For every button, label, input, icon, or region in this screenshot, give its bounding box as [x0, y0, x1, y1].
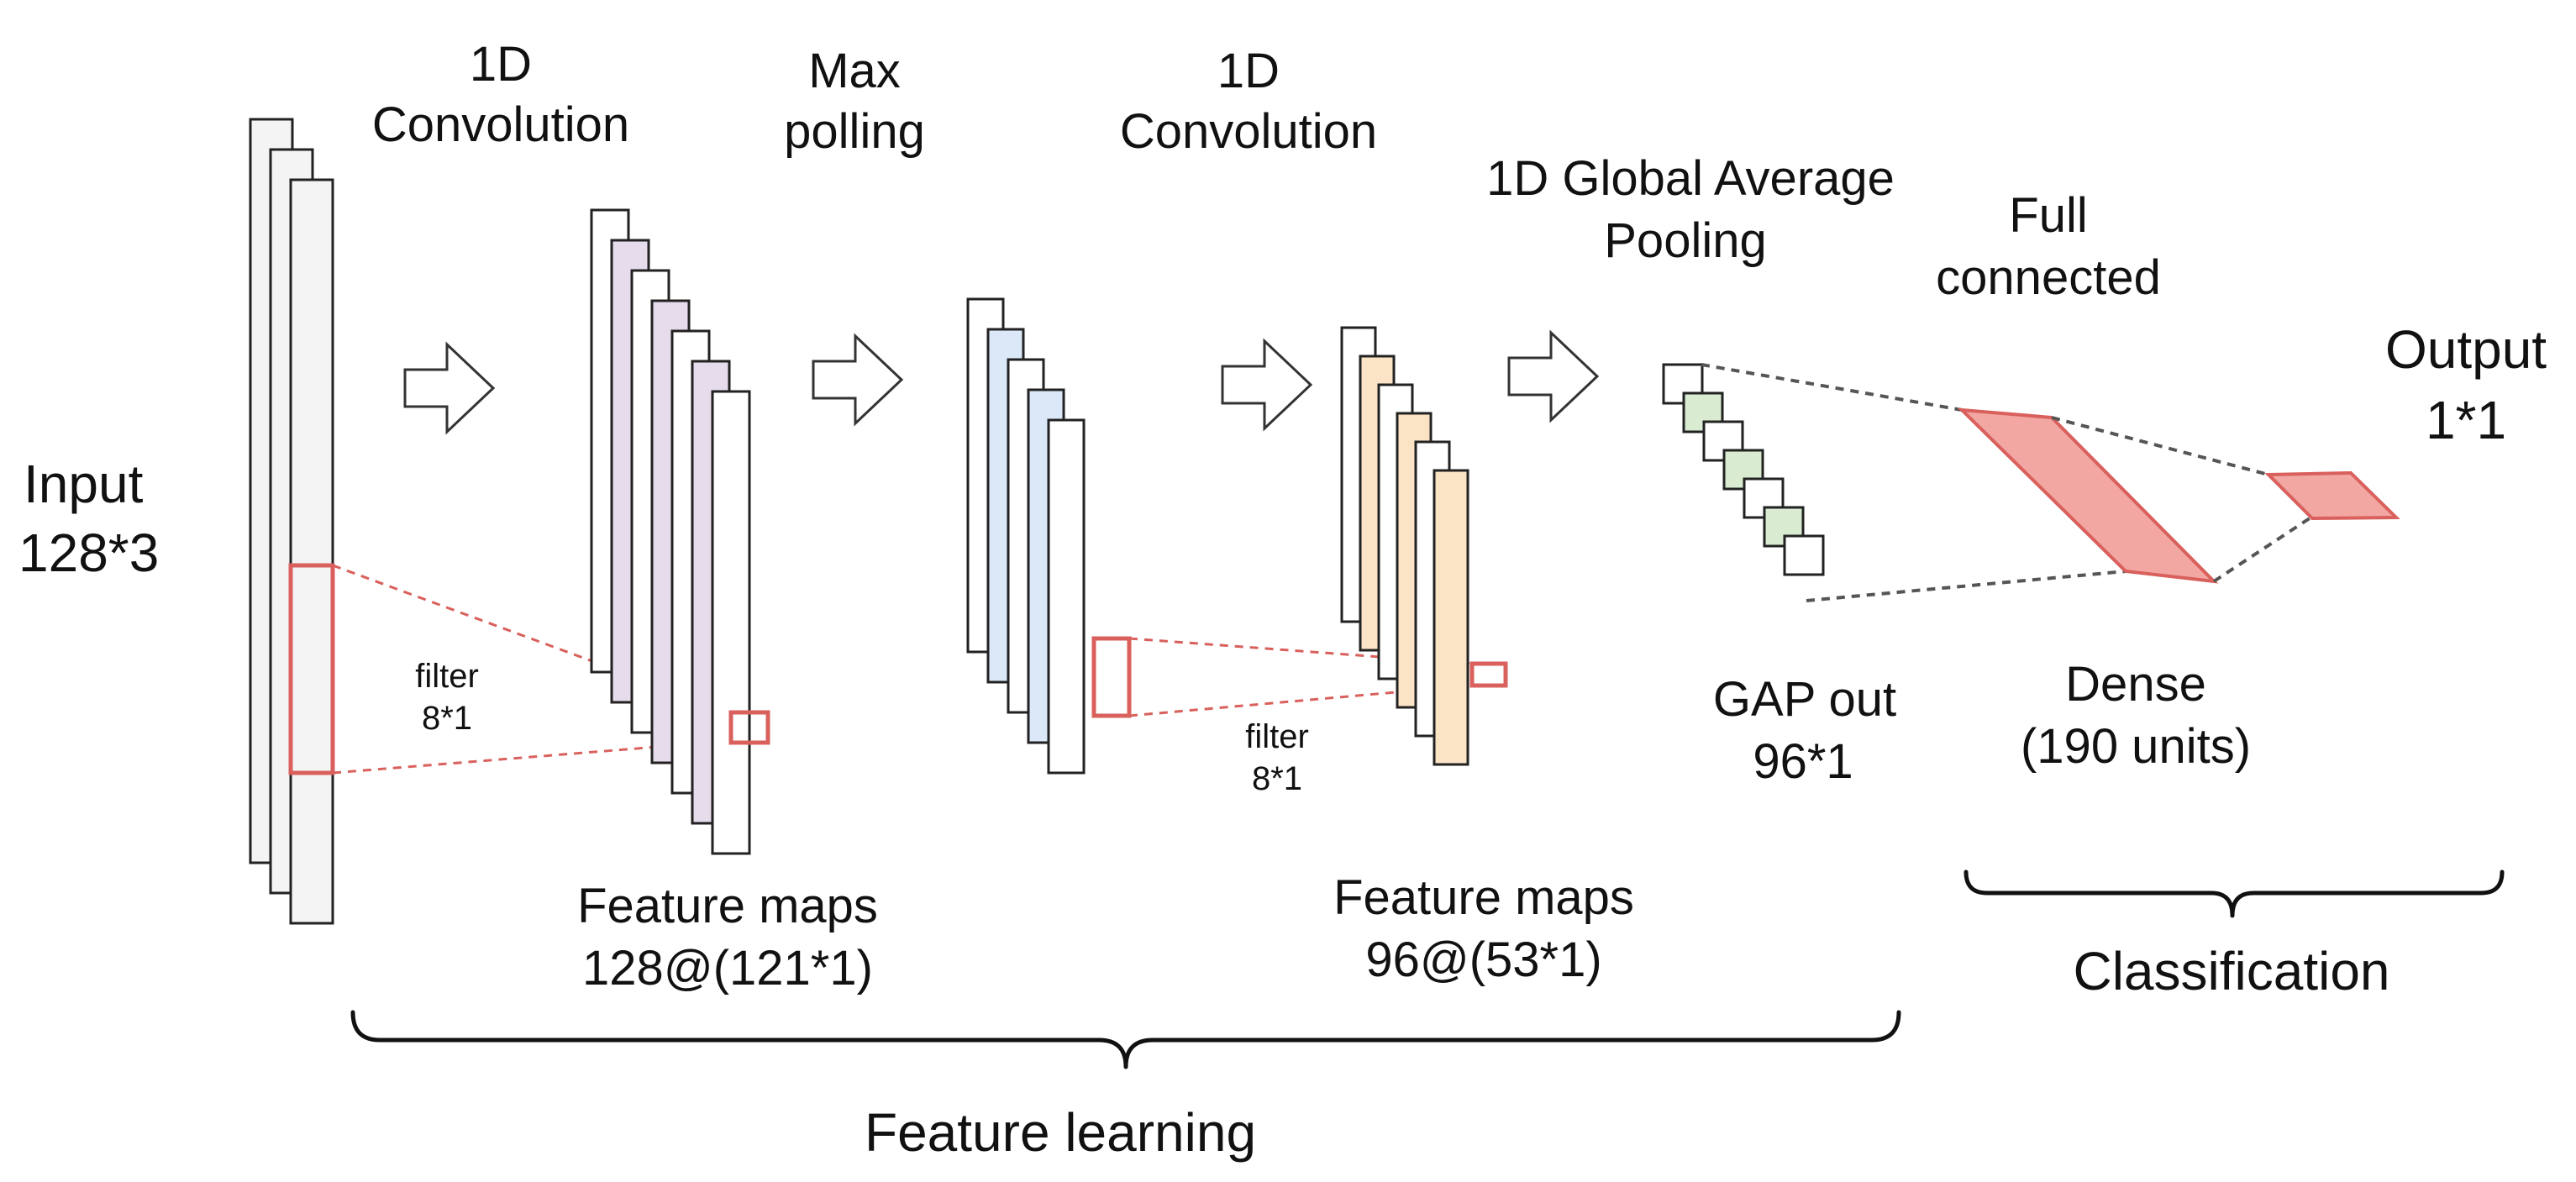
classification-label: Classification [2073, 941, 2389, 1001]
arrow-right-icon-1 [403, 341, 496, 435]
input-filter-window [288, 563, 335, 775]
input-label-line1: Input [24, 454, 144, 514]
input-layer-stack [249, 118, 334, 925]
flow-arrows [403, 329, 1600, 435]
gap-out-label-line1: GAP out [1713, 672, 1896, 727]
maxpool-label-line2: polling [784, 104, 925, 159]
pool-feature-maps-stack [966, 297, 1086, 775]
fmaps2-label-line1: Feature maps [1333, 870, 1634, 925]
conv2-feature-maps-stack [1340, 326, 1469, 766]
gap-label-line1: 1D Global Average [1486, 151, 1895, 206]
gap-cell-7 [1783, 534, 1825, 576]
dense-output-line-top [2051, 416, 2269, 476]
output-label-line1: Output [2385, 319, 2547, 380]
output-label-line2: 1*1 [2426, 390, 2506, 450]
conv1-label-line1: 1D [470, 37, 532, 92]
conv2-label-line1: 1D [1217, 44, 1280, 98]
filter2-projection-bottom [1128, 684, 1473, 717]
feature-learning-brace [350, 1010, 1901, 1069]
input-channel-3 [289, 178, 334, 925]
conv1-map-slice-7 [711, 390, 751, 855]
input-label-line2: 128*3 [18, 523, 159, 583]
filter1-label-line2: 8*1 [422, 700, 472, 737]
filter2-label-line2: 8*1 [1252, 760, 1302, 797]
dense-label-line2: (190 units) [2021, 719, 2251, 774]
fc-label-line2: connected [1936, 250, 2161, 305]
conv1-filter-target [728, 710, 770, 745]
dense-label-line1: Dense [2065, 657, 2206, 712]
maxpool-label-line1: Max [808, 44, 901, 98]
conv2-map-slice-6 [1433, 469, 1469, 766]
arrow-right-icon-3 [1221, 338, 1313, 432]
conv1-feature-maps-stack [590, 208, 751, 855]
pool-map-slice-5 [1047, 418, 1086, 775]
dense-output-line-bottom [2212, 515, 2314, 583]
filter2-projection-top [1128, 637, 1473, 665]
fc-label-line1: Full [2009, 188, 2087, 243]
dense-layer [1957, 407, 2219, 584]
gap-dense-line-top [1701, 363, 1963, 412]
gap-out-label-line2: 96*1 [1753, 734, 1853, 789]
arrow-right-icon-4 [1507, 329, 1600, 423]
pool-filter-window [1091, 636, 1132, 718]
fmaps1-label-line2: 128@(121*1) [582, 941, 873, 996]
fmaps1-label-line1: Feature maps [577, 879, 878, 933]
classification-brace [1964, 869, 2505, 918]
conv2-label-line2: Convolution [1120, 104, 1377, 159]
gap-label-line2: Pooling [1604, 213, 1766, 268]
conv1-label-line2: Convolution [372, 97, 629, 152]
gap-output-cells [1662, 363, 1825, 576]
conv2-filter-target [1469, 661, 1508, 688]
filter2-label-line1: filter [1245, 718, 1309, 755]
filter1-label-line1: filter [415, 658, 479, 695]
arrow-right-icon-2 [812, 333, 904, 427]
fmaps2-label-line2: 96@(53*1) [1365, 932, 1601, 987]
output-node [2264, 470, 2400, 521]
gap-dense-line-bottom [1806, 570, 2127, 602]
feature-learning-label: Feature learning [865, 1102, 1256, 1163]
